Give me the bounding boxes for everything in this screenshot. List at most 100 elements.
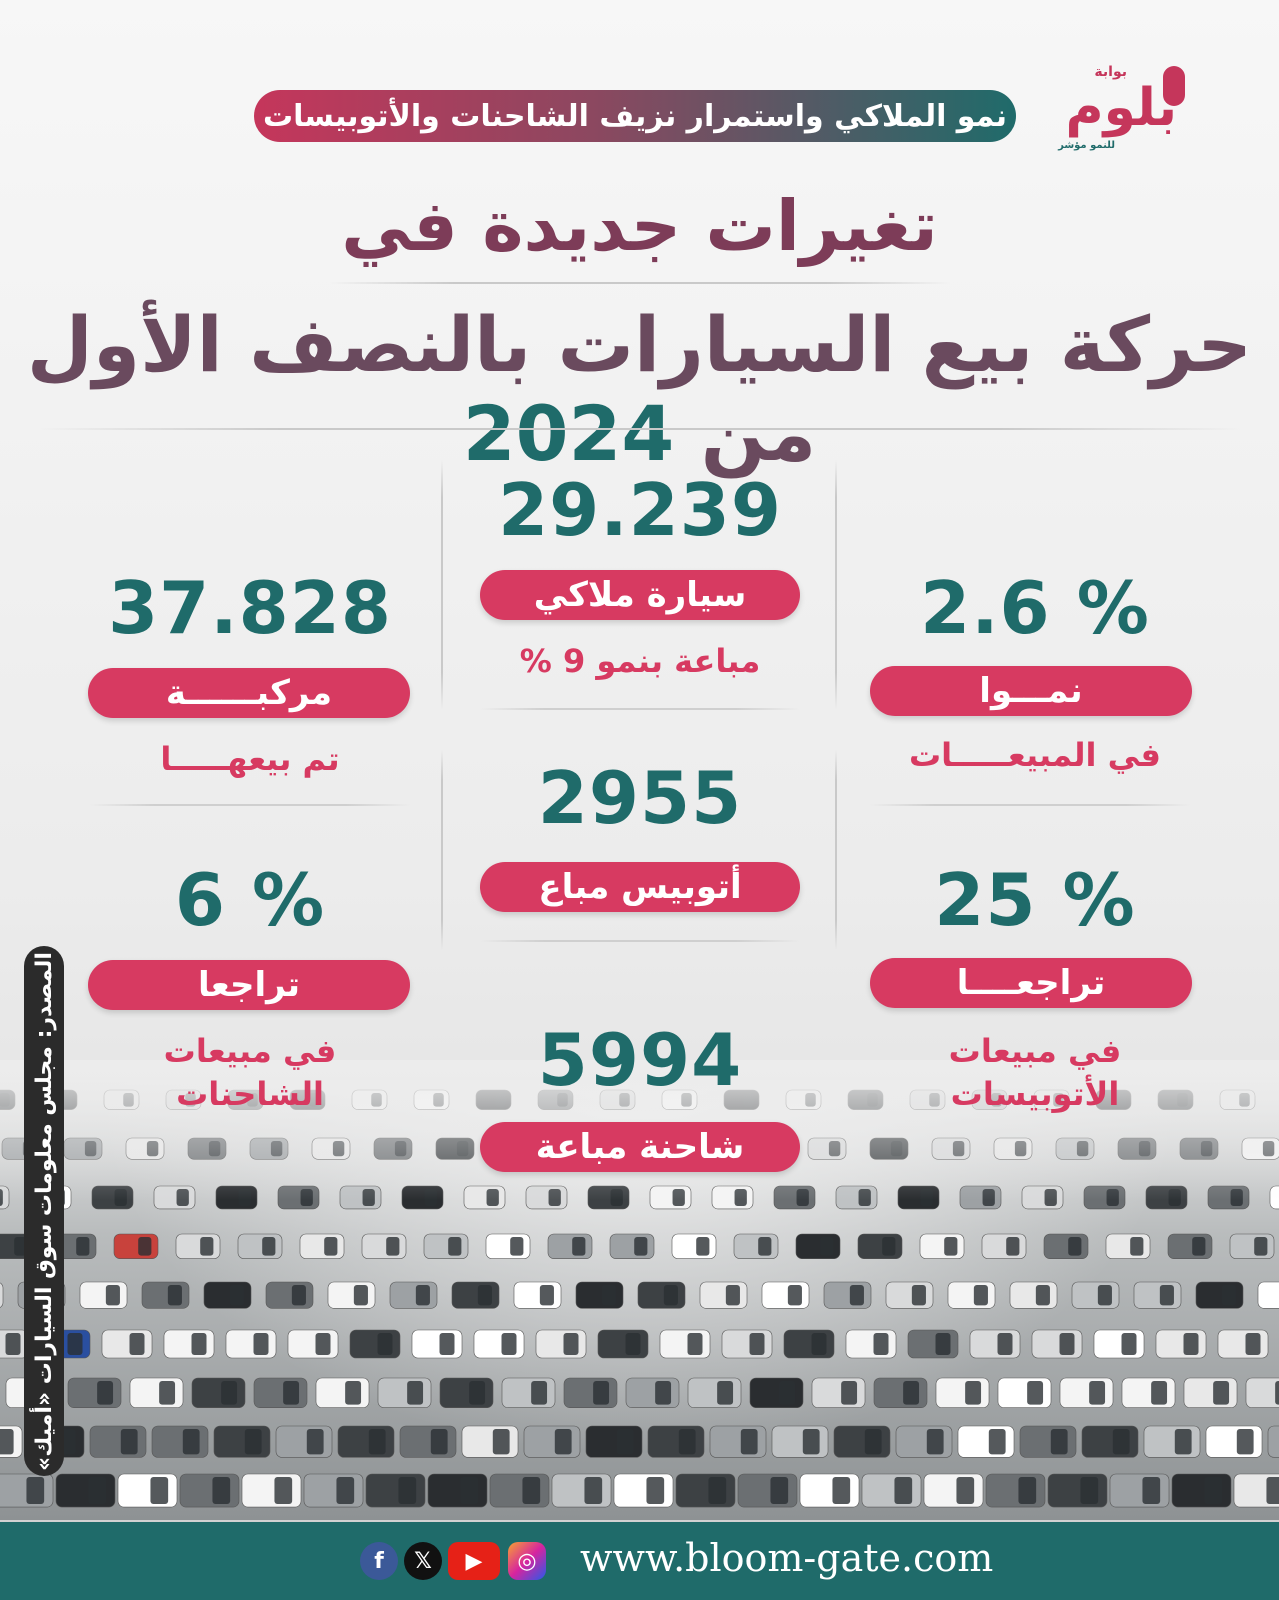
car-shape [1245, 1377, 1279, 1408]
car-shape [535, 1329, 587, 1359]
grid-vline [835, 750, 837, 950]
car-shape [547, 1233, 593, 1259]
car-shape [709, 1425, 767, 1458]
stat-truck-decline-caption: في مبيعات الشاحنات [80, 1030, 420, 1116]
stat-bus-decline-caption: في مبيعات الأتوبيسات [870, 1030, 1200, 1116]
car-shape [175, 1233, 221, 1259]
car-shape [0, 1425, 23, 1458]
stat-buses-value: 2955 [537, 756, 743, 840]
car-shape [315, 1377, 370, 1408]
car-shape [857, 1233, 903, 1259]
car-shape [337, 1425, 395, 1458]
car-shape [1031, 1329, 1083, 1359]
car-shape [919, 1233, 965, 1259]
x-icon[interactable]: 𝕏 [404, 1542, 442, 1580]
car-shape [1143, 1425, 1201, 1458]
source-note: المصدر: مجلس معلومات سوق السيارات «أميك» [24, 946, 64, 1476]
car-shape [1257, 1281, 1279, 1309]
subtitle-banner: نمو الملاكي واستمرار نزيف الشاحنات والأت… [254, 90, 1016, 142]
website-url[interactable]: www.bloom-gate.com [580, 1536, 994, 1580]
car-shape [451, 1281, 500, 1309]
car-shape [671, 1233, 717, 1259]
car-shape [117, 1473, 178, 1508]
car-shape [55, 1473, 116, 1508]
car-shape [287, 1329, 339, 1359]
car-shape [613, 1473, 674, 1508]
footer-bar: f 𝕏 ▶ ◎ www.bloom-gate.com [0, 1522, 1279, 1600]
car-shape [597, 1329, 649, 1359]
title-line-2-text: حركة بيع السيارات بالنصف الأول من [26, 300, 1253, 478]
car-shape [1081, 1425, 1139, 1458]
stat-truck-decline-caption-line2: الشاحنات [176, 1075, 324, 1114]
car-shape [203, 1281, 252, 1309]
stat-vehicles-sold-label: مركبــــــة [88, 668, 410, 718]
stat-growth-value: 2.6 % [920, 566, 1150, 650]
car-shape [365, 1473, 426, 1508]
facebook-icon[interactable]: f [360, 1542, 398, 1580]
car-shape [89, 1425, 147, 1458]
title-divider [330, 282, 950, 284]
car-shape [637, 1281, 686, 1309]
car-shape [935, 1377, 990, 1408]
car-shape [1205, 1425, 1263, 1458]
car-shape [771, 1425, 829, 1458]
grid-vline [835, 460, 837, 710]
stat-private-cars-caption: مباعة بنمو 9 % [519, 642, 761, 680]
car-shape [737, 1473, 798, 1508]
car-shape [213, 1425, 271, 1458]
car-shape [489, 1473, 550, 1508]
car-shape [1071, 1281, 1120, 1309]
car-shape [225, 1329, 277, 1359]
car-shape [427, 1473, 488, 1508]
title-year: 2024 [462, 389, 675, 478]
car-shape [923, 1473, 984, 1508]
car-shape [1133, 1281, 1182, 1309]
stat-growth-label: نمـــوا [870, 666, 1192, 716]
youtube-icon[interactable]: ▶ [448, 1542, 500, 1580]
car-shape [513, 1281, 562, 1309]
car-shape [461, 1425, 519, 1458]
stat-truck-decline-caption-line1: في مبيعات [163, 1032, 337, 1070]
stat-buses-label: أتوبيس مباع [480, 862, 800, 912]
car-shape [0, 1282, 4, 1308]
car-shape [811, 1377, 866, 1408]
car-shape [399, 1425, 457, 1458]
car-shape [895, 1425, 953, 1458]
car-shape [783, 1329, 835, 1359]
logo-brand: بلوم [1065, 78, 1179, 138]
car-shape [439, 1377, 494, 1408]
car-shape [687, 1377, 742, 1408]
car-shape [377, 1377, 432, 1408]
stat-growth-caption: في المبيعـــــات [909, 736, 1161, 774]
car-shape [349, 1329, 401, 1359]
car-shape [873, 1377, 928, 1408]
car-shape [1171, 1473, 1232, 1508]
stat-truck-decline-value: 6 % [174, 858, 326, 942]
car-shape [1121, 1377, 1176, 1408]
car-shape [485, 1233, 531, 1259]
stat-private-cars-value: 29.239 [498, 468, 782, 552]
car-shape [1109, 1473, 1170, 1508]
car-shape [833, 1425, 891, 1458]
car-shape [151, 1425, 209, 1458]
car-shape [1043, 1233, 1089, 1259]
car-shape [563, 1377, 618, 1408]
grid-hline [480, 940, 800, 942]
car-shape [609, 1233, 655, 1259]
car-shape [585, 1425, 643, 1458]
car-shape [575, 1281, 624, 1309]
car-shape [1093, 1329, 1145, 1359]
title-line-1: تغيرات جديدة في [341, 185, 938, 267]
car-shape [985, 1473, 1046, 1508]
car-shape [67, 1377, 122, 1408]
car-shape [327, 1281, 376, 1309]
car-shape [389, 1281, 438, 1309]
car-shape [237, 1233, 283, 1259]
instagram-icon[interactable]: ◎ [508, 1542, 546, 1580]
grid-hline [90, 804, 410, 806]
source-text: المصدر: مجلس معلومات سوق السيارات «أميك» [31, 951, 57, 1471]
stat-vehicles-sold-caption: تم بيعهـــــا [160, 740, 340, 778]
car-shape [659, 1329, 711, 1359]
stat-trucks-value: 5994 [537, 1018, 743, 1102]
car-shape [1047, 1473, 1108, 1508]
